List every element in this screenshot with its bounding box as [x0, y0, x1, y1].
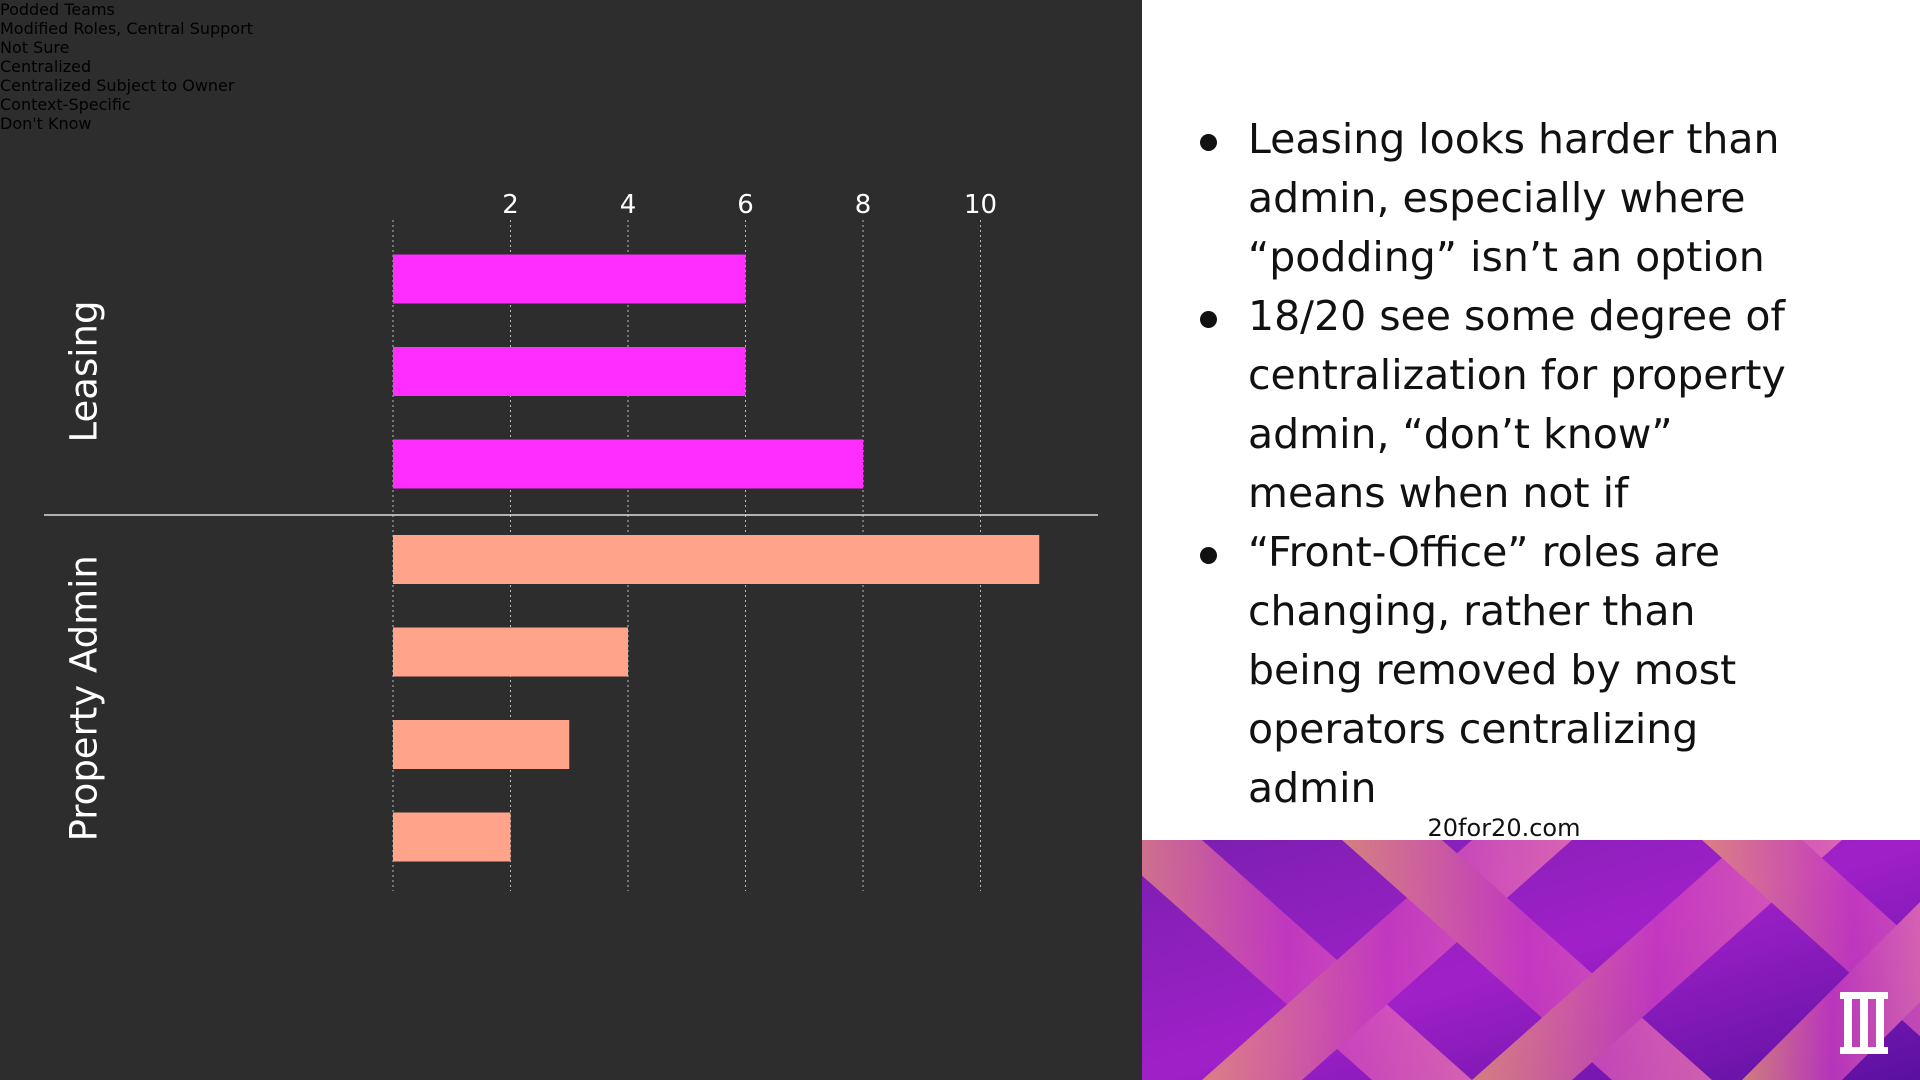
bar	[393, 535, 1040, 584]
category-label: Centralized	[0, 57, 92, 76]
category-label: Centralized Subject to Owner	[0, 76, 235, 95]
group-label: Property Admin	[63, 555, 106, 841]
bar	[393, 627, 628, 677]
bar	[393, 439, 863, 489]
bar	[393, 720, 570, 769]
footer-site: 20for20.com	[1427, 814, 1581, 842]
category-label: Modified Roles, Central Support	[0, 19, 253, 38]
x-tick-label: 8	[855, 190, 872, 220]
bullet-list: Leasing looks harder than admin, especia…	[1200, 110, 1800, 818]
category-labels: Podded Teams Modified Roles, Central Supp…	[0, 0, 373, 1080]
category-label: Don't Know	[0, 114, 92, 133]
bullet-item: Leasing looks harder than admin, especia…	[1200, 110, 1800, 287]
chart-panel: 2 4 6 8 10 Leasing Property Admin Podded Teams…	[0, 0, 1142, 1080]
bullet-item: “Front-Office” roles are changing, rathe…	[1200, 523, 1800, 818]
category-label: Not Sure	[0, 38, 70, 57]
x-tick-label: 10	[964, 190, 997, 220]
logo	[1840, 992, 1888, 1054]
chart: 2 4 6 8 10 Leasing Property Admin	[44, 190, 1098, 891]
bar	[393, 254, 746, 304]
x-tick-label: 2	[502, 190, 519, 220]
x-tick-label: 6	[737, 190, 754, 220]
category-label: Podded Teams	[0, 0, 115, 19]
bar	[393, 347, 746, 396]
bullet-item: 18/20 see some degree of centralization …	[1200, 287, 1800, 523]
bar	[393, 812, 511, 862]
decorative-image	[1142, 840, 1920, 1080]
x-tick-label: 4	[620, 190, 637, 220]
group-label: Leasing	[63, 301, 106, 443]
category-label: Context-Specific	[0, 95, 131, 114]
